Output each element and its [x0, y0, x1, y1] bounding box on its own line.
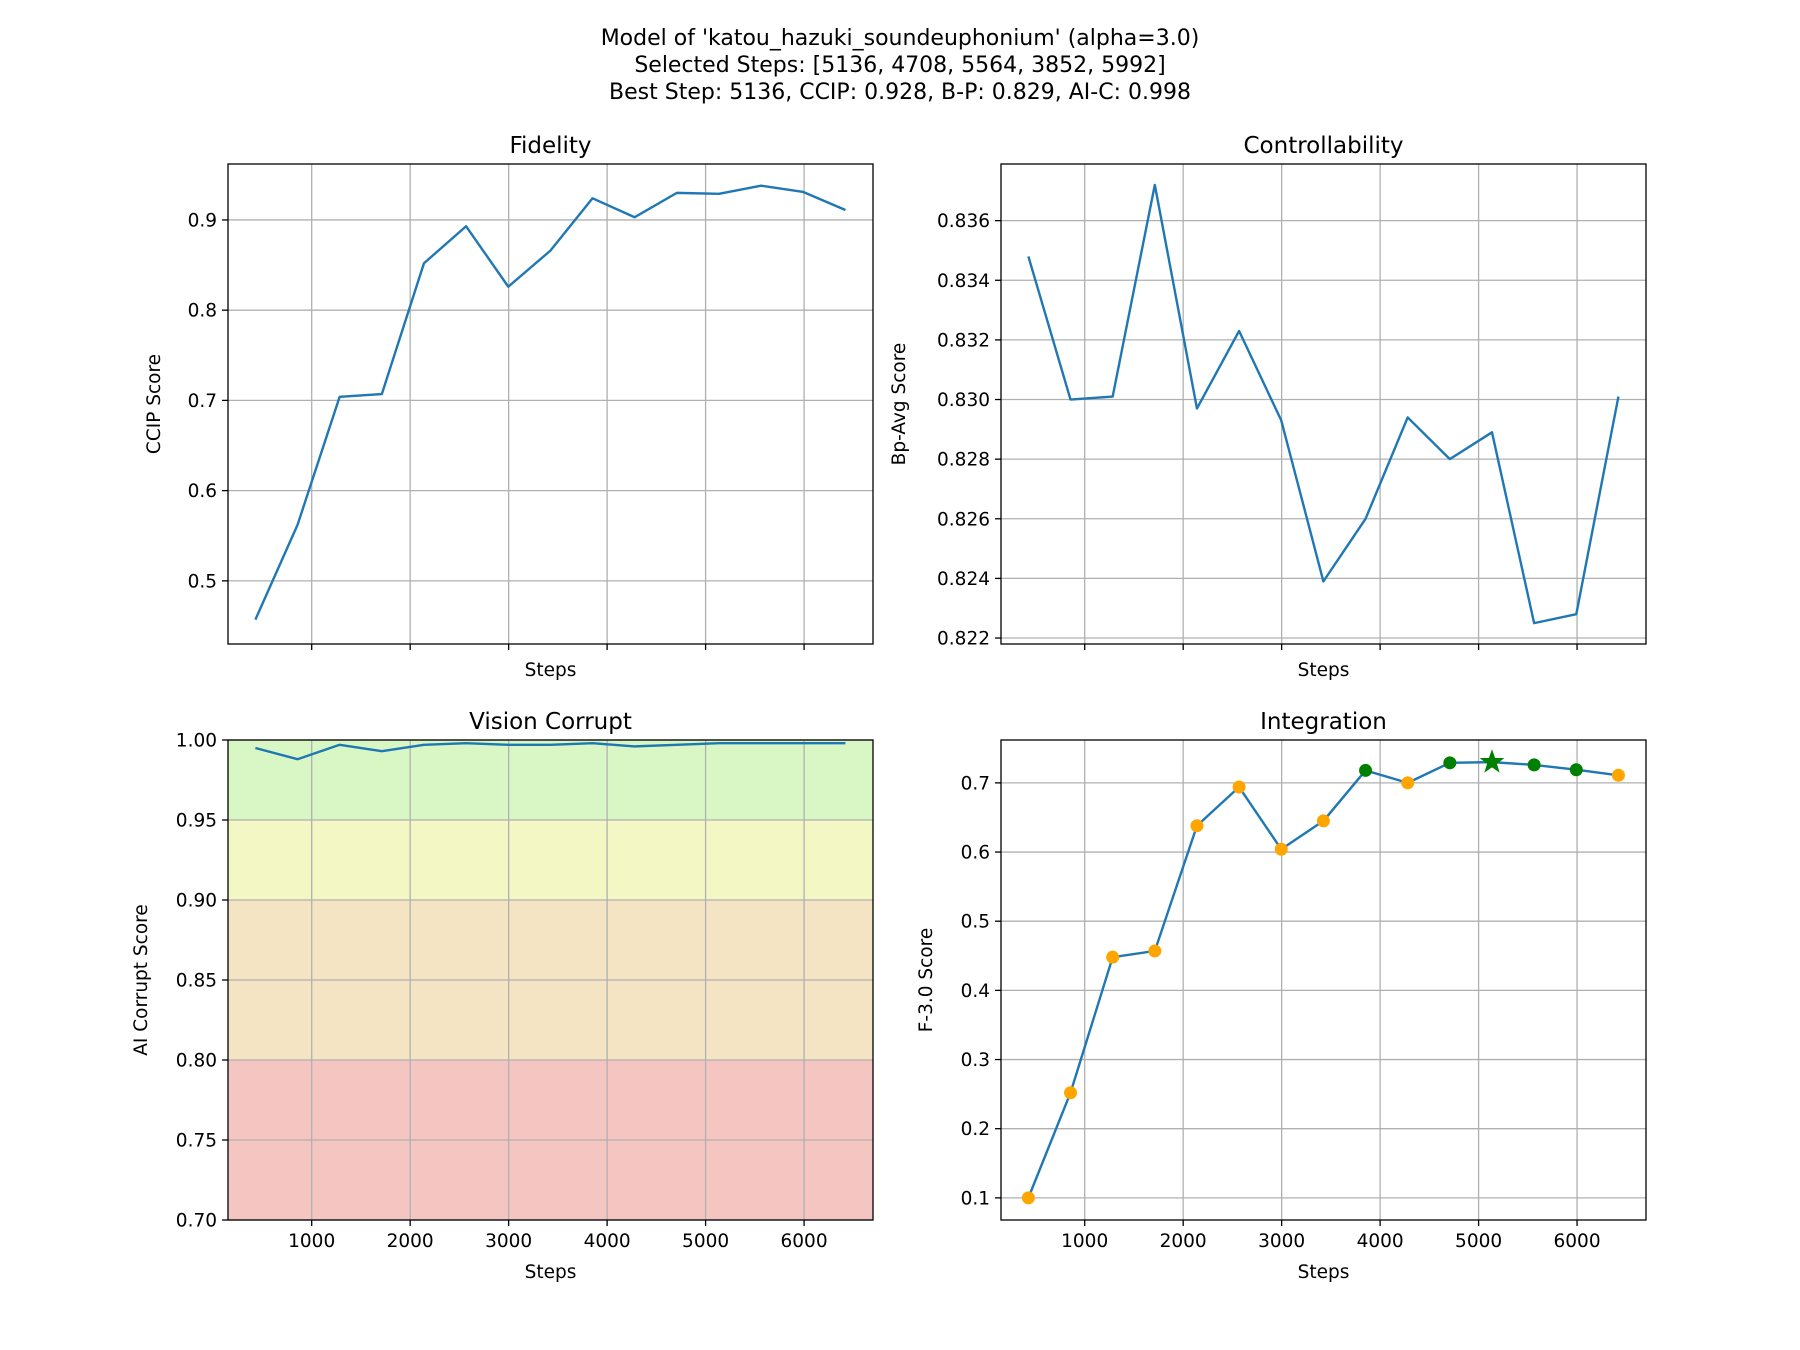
controllability-ytick-label-6: 0.834 [937, 271, 990, 292]
controllability-series-line [1027, 183, 1620, 625]
vision-corrupt-panel: 1000 2000 3000 4000 5000 6000 0.70 0.75 0.80 0.85… [131, 709, 874, 1283]
controllability-ytick-label-2: 0.826 [937, 509, 990, 530]
vision-corrupt-xtick-label-4: 5000 [682, 1231, 729, 1252]
integration-point-13 [1569, 763, 1583, 777]
integration-ytick-label-2: 0.3 [961, 1050, 990, 1071]
integration-xlabel: Steps [1298, 1262, 1350, 1283]
vision-corrupt-ytick-label-0: 0.70 [176, 1211, 217, 1232]
figure-title: Model of 'katou_hazuki_soundeuphonium' (… [601, 26, 1200, 105]
controllability-ytick-label-4: 0.830 [937, 390, 990, 411]
fidelity-ytick-label-0: 0.5 [188, 571, 217, 592]
controllability-ytick-label-7: 0.836 [937, 211, 990, 232]
controllability-ytick-label-0: 0.822 [937, 629, 990, 650]
integration-xtick-label-0: 1000 [1061, 1231, 1108, 1252]
vision-corrupt-xtick-label-3: 4000 [584, 1231, 631, 1252]
fidelity-title: Fidelity [509, 133, 591, 159]
integration-point-1 [1064, 1086, 1078, 1100]
integration-ylabel: F-3.0 Score [916, 928, 937, 1032]
integration-panel: 1000 2000 3000 4000 5000 6000 0.1 0.2 0.3 0.4 0.5 0… [916, 709, 1647, 1283]
integration-axes-frame [1000, 739, 1647, 1221]
integration-xtick-label-5: 6000 [1554, 1231, 1601, 1252]
controllability-xlabel: Steps [1298, 660, 1350, 681]
integration-point-4 [1190, 819, 1204, 833]
vision-corrupt-xlabel: Steps [525, 1262, 577, 1283]
integration-title: Integration [1260, 709, 1387, 735]
controllability-ytick-label-5: 0.832 [937, 330, 990, 351]
controllability-axes-frame [1000, 163, 1647, 645]
integration-xtick-label-4: 5000 [1455, 1231, 1502, 1252]
controllability-ytick-label-1: 0.824 [937, 569, 990, 590]
controllability-ytick-label-3: 0.828 [937, 450, 990, 471]
vision-corrupt-ytick-label-1: 0.75 [176, 1131, 217, 1152]
integration-point-5 [1232, 780, 1246, 794]
fidelity-ytick-label-2: 0.7 [188, 391, 217, 412]
integration-best-point [1479, 749, 1505, 773]
vision-corrupt-ytick-label-4: 0.90 [176, 891, 217, 912]
integration-xtick-label-2: 3000 [1258, 1231, 1305, 1252]
integration-point-12 [1527, 758, 1541, 772]
vision-corrupt-series-line [255, 742, 846, 761]
integration-xtick-label-1: 2000 [1160, 1231, 1207, 1252]
fidelity-ytick-label-3: 0.8 [188, 301, 217, 322]
vision-corrupt-band-0 [228, 740, 873, 820]
vision-corrupt-xtick-label-1: 2000 [387, 1231, 434, 1252]
vision-corrupt-xtick-label-5: 6000 [781, 1231, 828, 1252]
integration-ytick-label-0: 0.1 [961, 1188, 990, 1209]
fidelity-ytick-label-4: 0.9 [188, 210, 217, 231]
integration-point-10 [1443, 756, 1457, 770]
integration-ytick-label-4: 0.5 [961, 912, 990, 933]
integration-xtick-label-3: 4000 [1357, 1231, 1404, 1252]
vision-corrupt-band-1 [228, 820, 873, 900]
vision-corrupt-ylabel: AI Corrupt Score [131, 904, 152, 1056]
fidelity-ytick-label-1: 0.6 [188, 481, 217, 502]
vision-corrupt-title: Vision Corrupt [469, 709, 632, 735]
integration-ytick-label-1: 0.2 [961, 1119, 990, 1140]
controllability-panel: 0.822 0.824 0.826 0.828 0.830 0.832 0.834 0.836… [889, 133, 1647, 681]
integration-ytick-label-6: 0.7 [961, 773, 990, 794]
integration-point-7 [1316, 814, 1330, 828]
figure-title-line-1: Model of 'katou_hazuki_soundeuphonium' (… [601, 26, 1200, 51]
integration-point-2 [1106, 950, 1120, 964]
vision-corrupt-xtick-label-0: 1000 [288, 1231, 335, 1252]
controllability-title: Controllability [1243, 133, 1403, 159]
integration-point-8 [1359, 763, 1373, 777]
integration-point-6 [1274, 842, 1288, 856]
integration-ytick-label-5: 0.6 [961, 843, 990, 864]
controllability-ylabel: Bp-Avg Score [889, 343, 910, 466]
vision-corrupt-ytick-label-5: 0.95 [176, 811, 217, 832]
integration-point-0 [1021, 1191, 1035, 1205]
figure-title-line-3: Best Step: 5136, CCIP: 0.928, B-P: 0.829… [609, 80, 1191, 105]
vision-corrupt-ytick-label-6: 1.00 [176, 731, 217, 752]
fidelity-axes-frame [227, 163, 874, 645]
fidelity-series-line [254, 184, 846, 621]
fidelity-ylabel: CCIP Score [144, 354, 165, 454]
vision-corrupt-ytick-label-3: 0.85 [176, 971, 217, 992]
fidelity-xlabel: Steps [525, 660, 577, 681]
integration-ytick-label-3: 0.4 [961, 981, 990, 1002]
integration-point-14 [1611, 768, 1625, 782]
figure-title-line-2: Selected Steps: [5136, 4708, 5564, 3852,… [634, 53, 1165, 78]
integration-point-3 [1148, 944, 1162, 958]
vision-corrupt-xtick-label-2: 3000 [485, 1231, 532, 1252]
integration-point-9 [1401, 776, 1415, 790]
fidelity-panel: 0.5 0.6 0.7 0.8 0.9 Fidelity Steps CCIP Score [144, 133, 874, 681]
vision-corrupt-ytick-label-2: 0.80 [176, 1051, 217, 1072]
